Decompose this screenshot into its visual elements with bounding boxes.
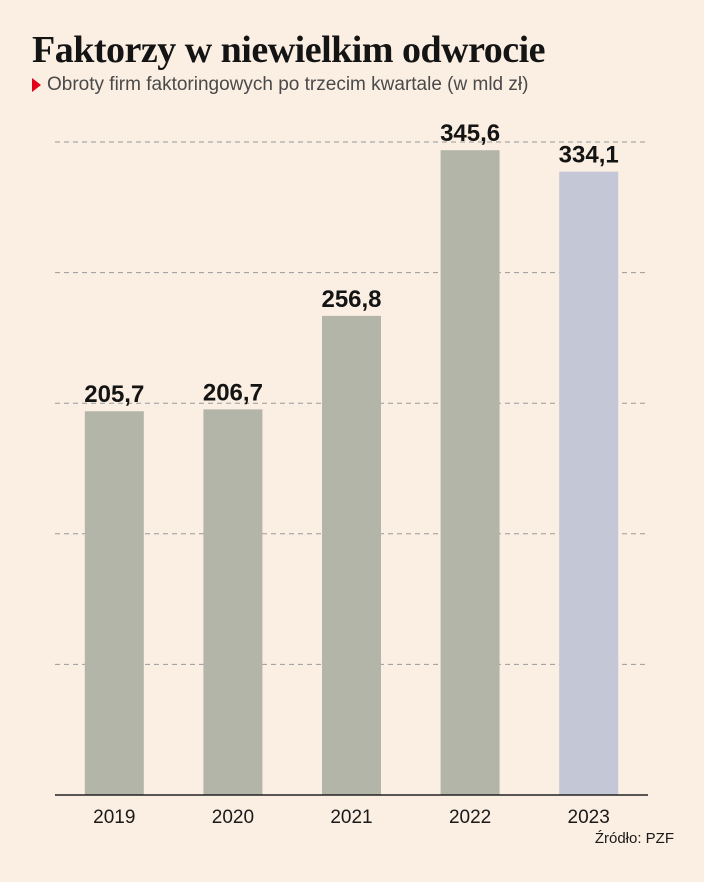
- bar-2019: [84, 411, 144, 795]
- x-tick-label-2023: 2023: [568, 807, 610, 828]
- x-tick-label-2019: 2019: [93, 807, 135, 828]
- x-tick-label-2021: 2021: [330, 807, 372, 828]
- bar-2022: [440, 150, 500, 796]
- bars: [84, 150, 619, 796]
- bar-2023: [559, 171, 619, 795]
- x-tick-label-2022: 2022: [449, 807, 491, 828]
- x-tick-label-2020: 2020: [212, 807, 254, 828]
- triangle-marker-icon: [32, 78, 41, 92]
- bar-2020: [203, 409, 263, 795]
- source-note: Źródło: PZF: [594, 830, 674, 847]
- value-label-2019: 205,7: [84, 381, 144, 408]
- value-label-2021: 256,8: [321, 286, 381, 313]
- chart-title: Faktorzy w niewielkim odwrocie: [32, 29, 546, 71]
- subtitle-text: Obroty firm faktoringowych po trzecim kw…: [47, 74, 529, 95]
- bar-2021: [322, 315, 381, 795]
- value-labels: 205,7 206,7 256,8 345,6 334,1: [84, 120, 618, 408]
- value-label-2023: 334,1: [559, 142, 619, 169]
- value-label-2020: 206,7: [203, 379, 263, 406]
- chart-subtitle: Obroty firm faktoringowych po trzecim kw…: [32, 74, 528, 96]
- x-tick-labels: 2019 2020 2021 2022 2023: [93, 807, 610, 828]
- value-label-2022: 345,6: [440, 120, 500, 147]
